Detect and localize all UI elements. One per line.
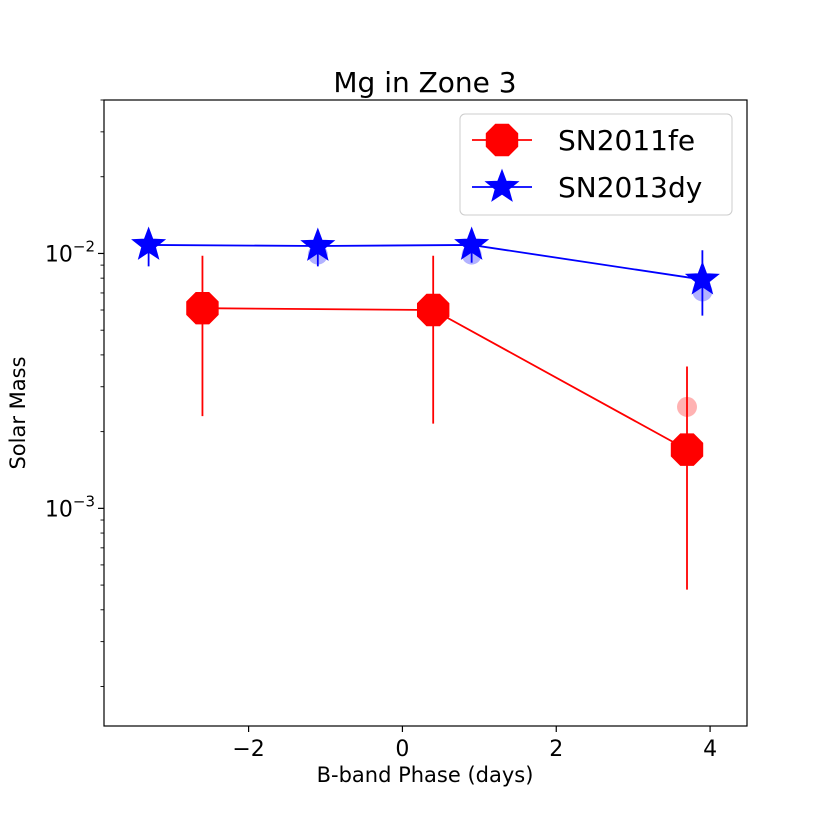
y-tick-label-1: 10−2 <box>45 237 95 267</box>
x-axis-label: B-band Phase (days) <box>317 763 534 787</box>
x-tick-label-0: −2 <box>232 737 264 762</box>
data-point-SN2011fe-2 <box>670 433 704 466</box>
series-SN2011fe <box>186 255 704 590</box>
legend-label-SN2011fe: SN2011fe <box>558 124 695 157</box>
data-point-SN2013dy-1 <box>300 227 336 261</box>
series-line-SN2013dy <box>148 244 703 281</box>
x-tick-label-2: 2 <box>549 737 563 762</box>
legend: SN2011fe SN2013dy <box>459 113 733 216</box>
series-SN2013dy <box>131 226 720 316</box>
x-tick-label-1: 0 <box>395 737 409 762</box>
data-point-SN2013dy-2 <box>454 226 490 260</box>
y-axis-label: Solar Mass <box>6 356 30 469</box>
axes-layer: −2 0 2 4 10−3 10−2 <box>45 99 717 762</box>
legend-marker-SN2013dy <box>484 168 520 202</box>
plot-layer <box>131 226 720 590</box>
plot-frame <box>103 99 748 727</box>
data-point-SN2013dy-0 <box>131 226 167 260</box>
chart-title: Mg in Zone 3 <box>333 66 516 99</box>
data-point-SN2011fe-1 <box>416 293 450 327</box>
data-point-SN2013dy-3 <box>684 261 720 295</box>
y-tick-label-0: 10−3 <box>45 492 95 522</box>
x-tick-label-3: 4 <box>703 737 717 762</box>
legend-marker-SN2011fe <box>485 123 519 157</box>
legend-label-SN2013dy: SN2013dy <box>558 171 702 204</box>
data-point-SN2011fe-0 <box>186 291 219 325</box>
